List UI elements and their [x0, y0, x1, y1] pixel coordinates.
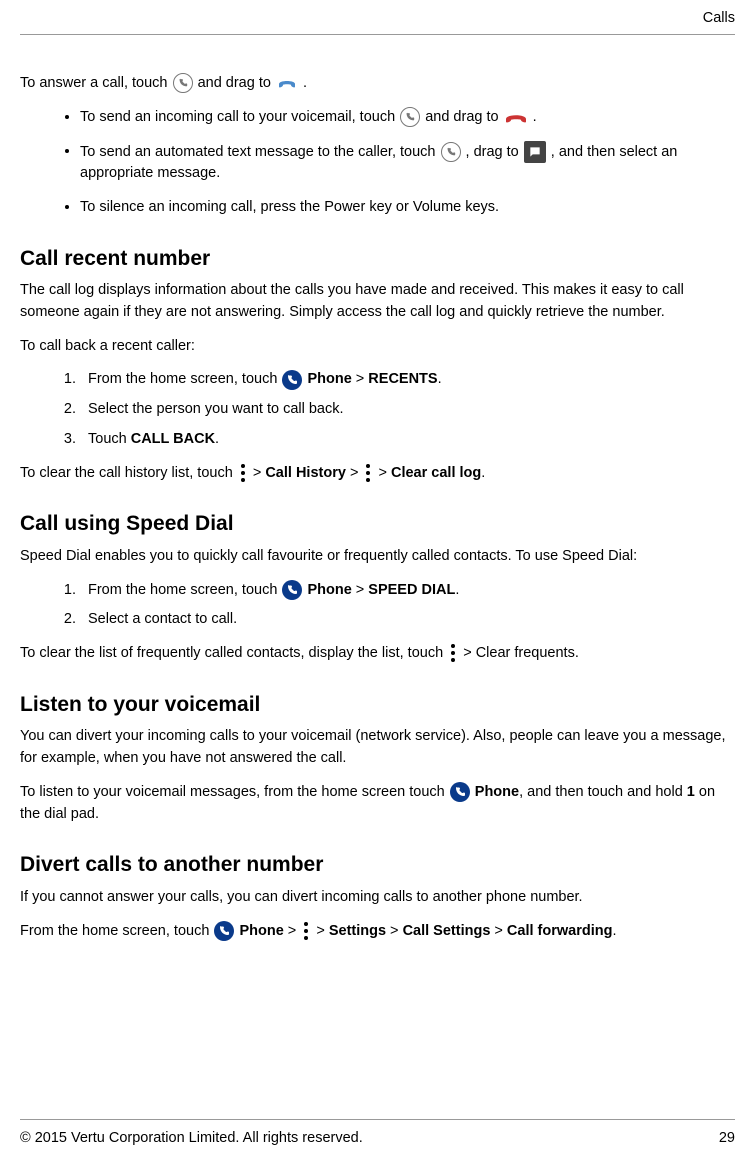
- header-title: Calls: [20, 10, 735, 28]
- text: To clear the call history list, touch: [20, 465, 237, 481]
- text: If you cannot answer your calls, you can…: [20, 887, 735, 909]
- intro-paragraph: To answer a call, touch and drag to .: [20, 73, 735, 95]
- phone-app-icon: [282, 370, 302, 390]
- overflow-menu-icon: [238, 463, 248, 483]
- body-content: To answer a call, touch and drag to . To…: [20, 35, 735, 942]
- text: .: [533, 109, 537, 125]
- text: >: [352, 582, 369, 598]
- text: To silence an incoming call, press the P…: [80, 199, 499, 215]
- phone-label: Phone: [235, 923, 283, 939]
- text: You can divert your incoming calls to yo…: [20, 726, 735, 770]
- recents-label: RECENTS: [368, 371, 437, 387]
- text: To call back a recent caller:: [20, 336, 735, 358]
- answer-call-icon: [276, 74, 298, 92]
- step-1: From the home screen, touch Phone > SPEE…: [80, 580, 735, 602]
- key-one: 1: [687, 784, 695, 800]
- text: To send an automated text message to the…: [80, 143, 440, 159]
- text: .: [215, 431, 219, 447]
- page-number: 29: [719, 1130, 735, 1146]
- settings-label: Settings: [329, 923, 386, 939]
- text: To clear the list of frequently called c…: [20, 645, 447, 661]
- copyright-text: © 2015 Vertu Corporation Limited. All ri…: [20, 1130, 363, 1146]
- text: To send an incoming call to your voicema…: [80, 109, 399, 125]
- text: .: [455, 582, 459, 598]
- clear-history-paragraph: To clear the call history list, touch > …: [20, 463, 735, 485]
- text: .: [481, 465, 485, 481]
- text: >: [346, 465, 363, 481]
- phone-handset-circle-icon: [441, 142, 461, 162]
- text: , and then touch and hold: [519, 784, 687, 800]
- text: The call log displays information about …: [20, 280, 735, 324]
- clear-log-label: Clear call log: [391, 465, 481, 481]
- text: >: [284, 923, 301, 939]
- text: , drag to: [466, 143, 523, 159]
- text: >: [312, 923, 329, 939]
- step-3: Touch CALL BACK.: [80, 429, 735, 451]
- phone-label: Phone: [471, 784, 519, 800]
- heading-call-recent: Call recent number: [20, 243, 735, 275]
- phone-label: Phone: [303, 371, 351, 387]
- phone-label: Phone: [303, 582, 351, 598]
- heading-divert: Divert calls to another number: [20, 849, 735, 881]
- text: .: [303, 75, 307, 91]
- text: >: [374, 465, 391, 481]
- text: Speed Dial enables you to quickly call f…: [20, 546, 735, 568]
- bullet-silence: To silence an incoming call, press the P…: [80, 197, 735, 219]
- overflow-menu-icon: [301, 921, 311, 941]
- text: From the home screen, touch: [88, 371, 281, 387]
- clear-frequents-paragraph: To clear the list of frequently called c…: [20, 643, 735, 665]
- text: From the home screen, touch: [20, 923, 213, 939]
- footer-rule: [20, 1119, 735, 1120]
- text: .: [438, 371, 442, 387]
- decline-call-icon: [504, 108, 528, 126]
- callback-label: CALL BACK: [131, 431, 215, 447]
- phone-handset-circle-icon: [173, 73, 193, 93]
- call-history-label: Call History: [265, 465, 346, 481]
- voicemail-instruction: To listen to your voicemail messages, fr…: [20, 782, 735, 826]
- phone-handset-circle-icon: [400, 107, 420, 127]
- heading-speed-dial: Call using Speed Dial: [20, 508, 735, 540]
- text: .: [612, 923, 616, 939]
- text: >: [490, 923, 507, 939]
- call-settings-label: Call Settings: [403, 923, 491, 939]
- text: Touch: [88, 431, 131, 447]
- message-icon: [524, 141, 546, 163]
- heading-voicemail: Listen to your voicemail: [20, 689, 735, 721]
- speed-dial-label: SPEED DIAL: [368, 582, 455, 598]
- text: >: [249, 465, 266, 481]
- overflow-menu-icon: [448, 643, 458, 663]
- step-2: Select the person you want to call back.: [80, 399, 735, 421]
- text: > Clear frequents.: [459, 645, 579, 661]
- bullet-text-message: To send an automated text message to the…: [80, 141, 735, 185]
- divert-instruction: From the home screen, touch Phone > > Se…: [20, 921, 735, 943]
- overflow-menu-icon: [363, 463, 373, 483]
- text: and drag to: [425, 109, 502, 125]
- text: >: [386, 923, 403, 939]
- text: From the home screen, touch: [88, 582, 281, 598]
- text: To listen to your voicemail messages, fr…: [20, 784, 449, 800]
- call-forwarding-label: Call forwarding: [507, 923, 613, 939]
- phone-app-icon: [214, 921, 234, 941]
- page-footer: © 2015 Vertu Corporation Limited. All ri…: [20, 1119, 735, 1146]
- phone-app-icon: [450, 782, 470, 802]
- text: >: [352, 371, 369, 387]
- text: and drag to: [198, 75, 275, 91]
- step-2: Select a contact to call.: [80, 609, 735, 631]
- bullet-voicemail: To send an incoming call to your voicema…: [80, 107, 735, 129]
- phone-app-icon: [282, 580, 302, 600]
- step-1: From the home screen, touch Phone > RECE…: [80, 369, 735, 391]
- text: To answer a call, touch: [20, 75, 172, 91]
